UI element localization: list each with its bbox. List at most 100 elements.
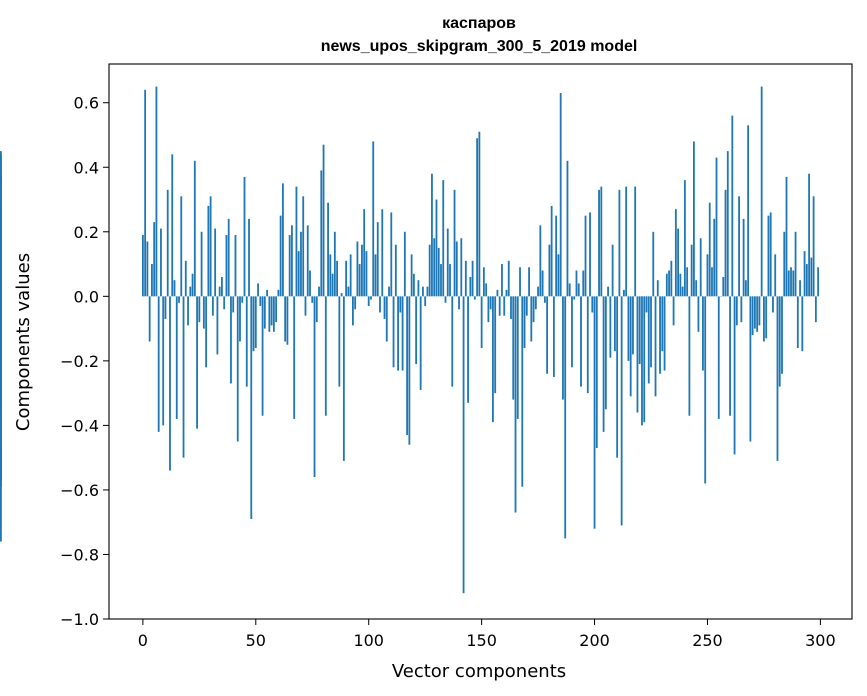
- bar: [214, 228, 217, 297]
- bar: [352, 296, 354, 326]
- bar: [331, 273, 334, 297]
- bar: [426, 286, 429, 297]
- bar: [180, 196, 183, 297]
- bar: [383, 296, 386, 319]
- bar: [241, 296, 244, 303]
- x-tick-label: 200: [579, 631, 610, 650]
- bar: [812, 196, 815, 297]
- bar: [550, 205, 553, 297]
- bar: [625, 186, 628, 297]
- chart-title-line1: каспаров: [442, 15, 516, 32]
- bar: [385, 296, 388, 342]
- bar: [182, 296, 185, 458]
- bar: [232, 296, 235, 313]
- bar: [568, 283, 571, 297]
- bar: [254, 296, 257, 348]
- bar: [532, 296, 535, 323]
- bar: [428, 244, 431, 297]
- bar: [221, 276, 223, 297]
- y-tick-label: −0.2: [60, 352, 99, 371]
- bar: [347, 286, 350, 297]
- bar: [0, 235, 2, 297]
- bar: [756, 296, 759, 332]
- bar: [218, 286, 221, 297]
- bar: [270, 296, 273, 326]
- bar: [492, 296, 494, 423]
- bar: [546, 296, 549, 374]
- bar: [451, 296, 454, 387]
- bar: [810, 257, 813, 297]
- bar: [467, 296, 469, 403]
- bar: [440, 264, 442, 297]
- bar: [688, 296, 691, 416]
- bar: [805, 264, 808, 297]
- bar: [740, 296, 743, 323]
- bar: [534, 296, 537, 310]
- bar: [345, 260, 348, 297]
- bar: [205, 296, 208, 368]
- bar: [609, 296, 612, 358]
- bar: [677, 228, 680, 297]
- bar: [356, 241, 359, 297]
- bar: [525, 296, 528, 316]
- bar: [521, 296, 524, 487]
- bar: [397, 296, 399, 371]
- bar: [365, 251, 368, 297]
- bar: [342, 296, 345, 461]
- bar: [715, 157, 718, 297]
- bar: [313, 296, 316, 478]
- bar: [399, 296, 402, 313]
- bar: [236, 296, 239, 442]
- bar: [776, 296, 779, 461]
- bar: [171, 154, 174, 297]
- bar: [388, 286, 390, 297]
- y-tick-label: −0.6: [60, 481, 99, 500]
- bar: [783, 231, 786, 297]
- bar: [392, 296, 395, 368]
- bar: [207, 205, 210, 297]
- bar: [697, 296, 700, 332]
- bar: [435, 199, 438, 297]
- bar: [808, 173, 810, 297]
- bars-group: [0, 86, 820, 594]
- bar: [611, 244, 614, 297]
- bar: [686, 267, 689, 297]
- bar: [245, 296, 248, 387]
- bar: [406, 296, 409, 436]
- bar: [763, 296, 765, 342]
- y-axis-label: Components values: [13, 253, 34, 431]
- bar: [284, 296, 287, 342]
- bar: [706, 254, 709, 297]
- bar: [184, 260, 187, 297]
- bar: [230, 296, 232, 384]
- bar: [507, 260, 510, 297]
- bar: [623, 289, 625, 297]
- bar: [478, 131, 481, 297]
- bar: [785, 176, 788, 297]
- bar: [516, 296, 519, 419]
- bar: [300, 231, 302, 297]
- bar: [401, 296, 404, 371]
- bar: [437, 247, 440, 297]
- bar: [338, 296, 341, 387]
- bar: [751, 296, 754, 336]
- bar: [431, 173, 433, 297]
- bar: [564, 296, 567, 539]
- bar: [571, 296, 573, 368]
- bar: [164, 296, 167, 319]
- bar: [704, 296, 707, 484]
- bar: [424, 296, 427, 307]
- bar: [200, 231, 203, 297]
- bar: [146, 241, 149, 297]
- bar: [505, 289, 508, 297]
- bar: [297, 251, 300, 297]
- bar: [494, 296, 497, 394]
- bar: [541, 270, 544, 297]
- bar: [394, 244, 397, 297]
- bar: [512, 296, 515, 400]
- bar: [647, 296, 650, 384]
- bar: [189, 286, 192, 297]
- x-tick-label: 100: [353, 631, 384, 650]
- bar: [155, 86, 158, 297]
